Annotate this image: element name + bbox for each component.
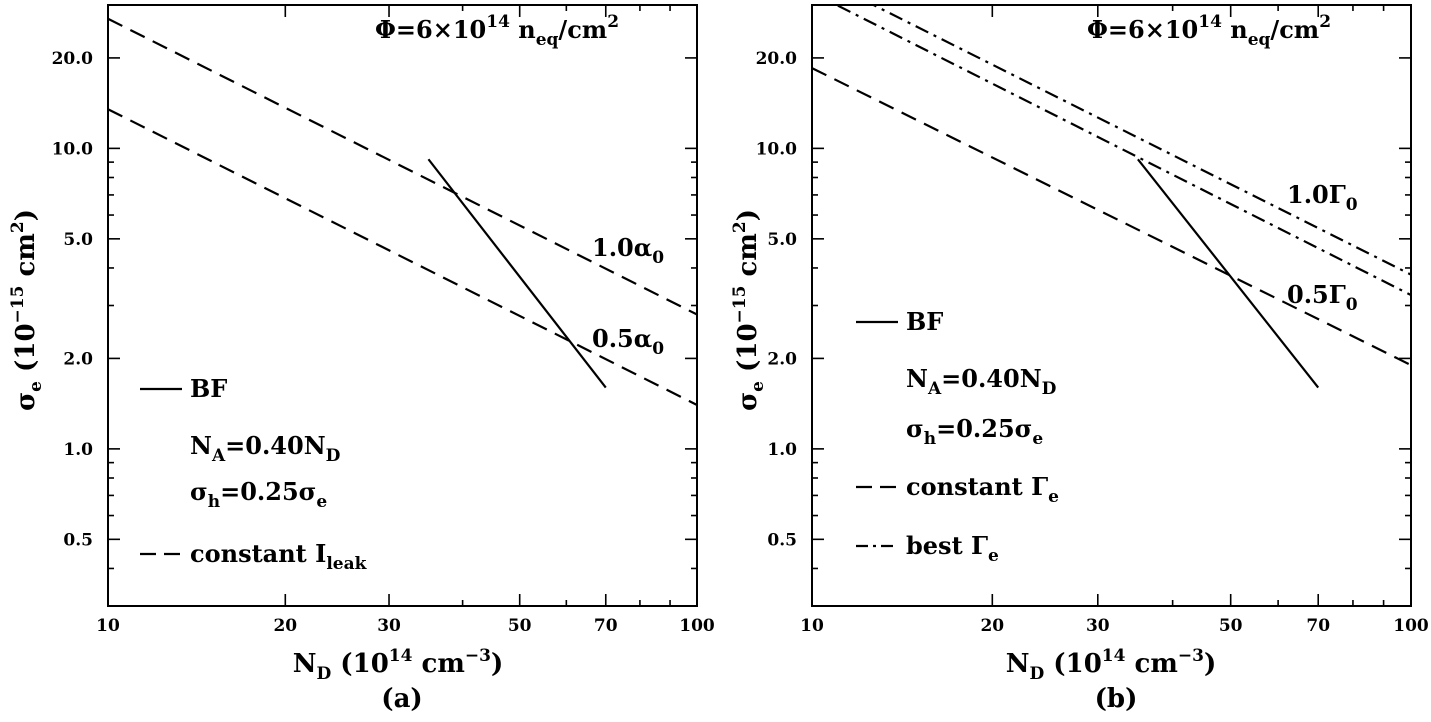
series-line-dashed: [108, 17, 697, 316]
legend-item: BF: [856, 307, 943, 336]
legend-item: best Γe: [856, 531, 999, 566]
chart-panel-b: 10 20 30 50 70 100 0.5 1.0 2.0 5.0 10.0 20.0 Φ=6×101…: [730, 4, 1429, 714]
legend-item: BF: [140, 374, 227, 403]
legend-label: constant Ileak: [190, 539, 368, 574]
y-tick-label: 0.5: [63, 530, 93, 550]
series-line-dashed: [108, 108, 697, 406]
plot-title: Φ=6×1014 neq/cm2: [1087, 12, 1331, 50]
legend-item: σh=0.25σe: [906, 414, 1043, 449]
x-tick-label: 10: [96, 616, 120, 636]
x-tick-label: 20: [980, 616, 1004, 636]
x-tick-label: 70: [594, 616, 618, 636]
y-axis-label: σe (10−15 cm2): [730, 209, 768, 411]
series-line-solid: [427, 158, 607, 389]
legend-item: NA=0.40ND: [190, 431, 341, 466]
y-axis-label: σe (10−15 cm2): [8, 209, 46, 411]
legend-item: constant Ileak: [140, 539, 368, 574]
y-tick-label: 1.0: [63, 440, 93, 460]
plot-frame: [107, 4, 698, 607]
x-axis-label: ND (1014 cm−3): [293, 646, 504, 684]
series-line-dashdot: [834, 5, 1411, 297]
y-tick-label: 0.5: [767, 530, 797, 550]
y-tick-label: 1.0: [767, 440, 797, 460]
line-annotation: 0.5α0: [592, 324, 664, 359]
legend-item: constant Γe: [856, 472, 1059, 507]
x-tick-label: 10: [800, 616, 824, 636]
legend-label: BF: [906, 307, 943, 336]
legend-label: best Γe: [906, 531, 999, 566]
legend-label: σh=0.25σe: [190, 477, 327, 512]
x-tick-label: 100: [679, 616, 715, 636]
line-annotation: 1.0Γ0: [1287, 180, 1358, 215]
legend-label: BF: [190, 374, 227, 403]
x-tick-label: 30: [1086, 616, 1110, 636]
legend-label: σh=0.25σe: [906, 414, 1043, 449]
y-tick-label: 5.0: [63, 230, 93, 250]
x-tick-label: 70: [1306, 616, 1330, 636]
legend-item: NA=0.40ND: [906, 364, 1057, 399]
x-tick-label: 50: [508, 616, 532, 636]
y-tick-label: 5.0: [767, 230, 797, 250]
x-tick-label: 50: [1219, 616, 1243, 636]
plot-title: Φ=6×1014 neq/cm2: [375, 12, 619, 50]
y-tick-label: 20.0: [756, 49, 798, 69]
legend-label: NA=0.40ND: [190, 431, 341, 466]
x-tick-label: 100: [1393, 616, 1429, 636]
x-axis-label: ND (1014 cm−3): [1006, 646, 1217, 684]
line-annotation: 0.5Γ0: [1287, 280, 1358, 315]
legend-label: constant Γe: [906, 472, 1059, 507]
line-annotation: 1.0α0: [592, 233, 664, 268]
chart-panel-a: 10 20 30 50 70 100 0.5 1.0 2.0 5.0 10.0 20.0 Φ=6×101…: [8, 4, 715, 714]
panel-label: (a): [381, 684, 422, 714]
y-tick-label: 10.0: [756, 139, 798, 159]
y-tick-label: 2.0: [767, 349, 797, 369]
x-tick-label: 30: [377, 616, 401, 636]
panel-label: (b): [1095, 684, 1138, 714]
legend-item: σh=0.25σe: [190, 477, 327, 512]
series-line-dashed: [812, 67, 1411, 367]
y-tick-label: 20.0: [52, 49, 94, 69]
x-tick-label: 20: [273, 616, 297, 636]
y-tick-label: 2.0: [63, 349, 93, 369]
series-line-dashdot: [871, 5, 1411, 276]
legend-label: NA=0.40ND: [906, 364, 1057, 399]
y-tick-label: 10.0: [52, 139, 94, 159]
